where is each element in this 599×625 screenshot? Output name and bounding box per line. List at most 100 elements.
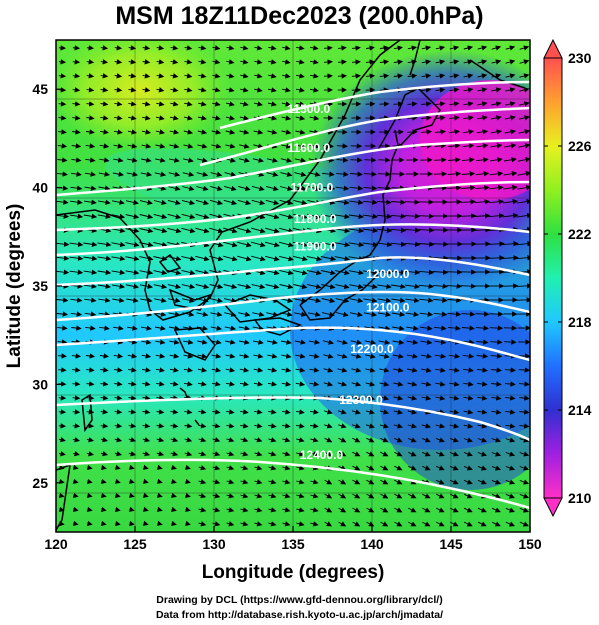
wind-arrow bbox=[140, 325, 152, 331]
wind-arrow bbox=[254, 479, 263, 485]
wind-arrow bbox=[210, 185, 223, 192]
wind-arrow bbox=[58, 520, 65, 527]
wind-arrow bbox=[127, 325, 138, 331]
wind-arrow bbox=[128, 367, 137, 373]
wind-arrow bbox=[86, 115, 95, 121]
wind-arrow bbox=[113, 129, 123, 135]
wind-arrow bbox=[391, 297, 406, 303]
wind-arrow bbox=[421, 451, 431, 457]
wind-arrow bbox=[296, 409, 305, 415]
wind-arrow bbox=[351, 409, 361, 415]
wind-arrow bbox=[460, 199, 476, 205]
wind-arrow bbox=[97, 269, 112, 275]
wind-arrow bbox=[268, 507, 277, 513]
wind-arrow bbox=[436, 479, 445, 485]
wind-arrow bbox=[196, 325, 208, 331]
wind-arrow bbox=[100, 59, 109, 65]
wind-arrow bbox=[86, 492, 93, 499]
wind-arrow bbox=[226, 409, 235, 415]
wind-arrow bbox=[184, 437, 193, 443]
wind-arrow bbox=[379, 367, 390, 373]
wind-arrow bbox=[279, 283, 294, 290]
wind-arrow bbox=[323, 409, 333, 415]
wind-arrow bbox=[282, 423, 291, 429]
wind-arrow bbox=[254, 451, 263, 457]
wind-arrow bbox=[393, 45, 403, 51]
wind-arrow bbox=[225, 115, 235, 121]
map-title: MSM 18Z11Dec2023 (200.0hPa) bbox=[115, 2, 484, 30]
contour-label: 12100.0 bbox=[366, 301, 410, 315]
wind-arrow bbox=[254, 521, 263, 527]
wind-arrow bbox=[348, 213, 364, 220]
wind-arrow bbox=[57, 143, 68, 149]
wind-arrow bbox=[268, 423, 277, 429]
wind-arrow bbox=[72, 409, 81, 415]
wind-arrow bbox=[156, 492, 163, 498]
wind-arrow bbox=[432, 255, 449, 261]
wind-arrow bbox=[139, 255, 154, 262]
credit-data: Data from http://database.rish.kyoto-u.a… bbox=[155, 609, 444, 621]
wind-arrow bbox=[58, 59, 66, 65]
wind-arrow bbox=[449, 423, 460, 429]
wind-arrow bbox=[338, 45, 347, 51]
wind-arrow bbox=[435, 87, 446, 93]
wind-arrow bbox=[365, 59, 375, 65]
wind-arrow bbox=[56, 311, 69, 317]
wind-arrow bbox=[155, 143, 166, 149]
wind-arrow bbox=[226, 479, 235, 485]
wind-arrow bbox=[114, 520, 121, 527]
wind-arrow bbox=[296, 423, 305, 429]
wind-arrow bbox=[419, 297, 434, 303]
wind-arrow bbox=[70, 297, 83, 303]
wind-arrow bbox=[364, 339, 377, 345]
wind-arrow bbox=[196, 185, 209, 191]
wind-arrow bbox=[141, 157, 152, 163]
wind-arrow bbox=[128, 492, 135, 498]
wind-arrow bbox=[518, 367, 530, 373]
wind-arrow bbox=[267, 101, 277, 107]
wind-arrow bbox=[503, 157, 517, 163]
x-axis-label: Longitude (degrees) bbox=[202, 562, 385, 583]
wind-arrow bbox=[69, 269, 84, 275]
wind-arrow bbox=[282, 493, 291, 499]
wind-arrow bbox=[86, 59, 95, 65]
wind-arrow bbox=[70, 185, 83, 191]
wind-arrow bbox=[421, 115, 432, 121]
wind-arrow bbox=[462, 157, 475, 163]
wind-arrow bbox=[100, 437, 108, 443]
wind-arrow bbox=[519, 73, 530, 79]
wind-arrow bbox=[435, 437, 445, 443]
wind-arrow bbox=[168, 311, 181, 317]
wind-arrow bbox=[505, 479, 516, 485]
wind-arrow bbox=[86, 395, 95, 401]
wind-arrow bbox=[307, 213, 322, 220]
wind-arrow bbox=[169, 143, 180, 149]
wind-arrow bbox=[491, 507, 501, 513]
wind-arrow bbox=[100, 478, 107, 485]
wind-arrow bbox=[114, 492, 121, 499]
wind-arrow bbox=[97, 213, 112, 219]
y-tick-label: 35 bbox=[32, 278, 48, 294]
wind-arrow bbox=[85, 129, 95, 135]
wind-arrow bbox=[407, 395, 418, 401]
wind-arrow bbox=[240, 451, 249, 457]
wind-arrow bbox=[295, 129, 306, 135]
wind-arrow bbox=[254, 45, 263, 51]
wind-arrow bbox=[447, 311, 462, 317]
wind-arrow bbox=[142, 87, 151, 93]
wind-arrow bbox=[380, 451, 389, 457]
wind-arrow bbox=[281, 143, 292, 149]
wind-arrow bbox=[170, 492, 177, 499]
wind-arrow bbox=[363, 199, 378, 205]
wind-arrow bbox=[237, 283, 252, 290]
wind-arrow bbox=[505, 59, 516, 65]
wind-arrow bbox=[380, 507, 389, 513]
wind-arrow bbox=[250, 255, 266, 262]
wind-arrow bbox=[169, 353, 180, 359]
wind-arrow bbox=[393, 73, 404, 79]
wind-arrow bbox=[111, 227, 126, 234]
wind-arrow bbox=[86, 464, 93, 471]
wind-arrow bbox=[238, 185, 251, 192]
wind-arrow bbox=[198, 493, 207, 499]
wind-arrow bbox=[477, 87, 488, 93]
